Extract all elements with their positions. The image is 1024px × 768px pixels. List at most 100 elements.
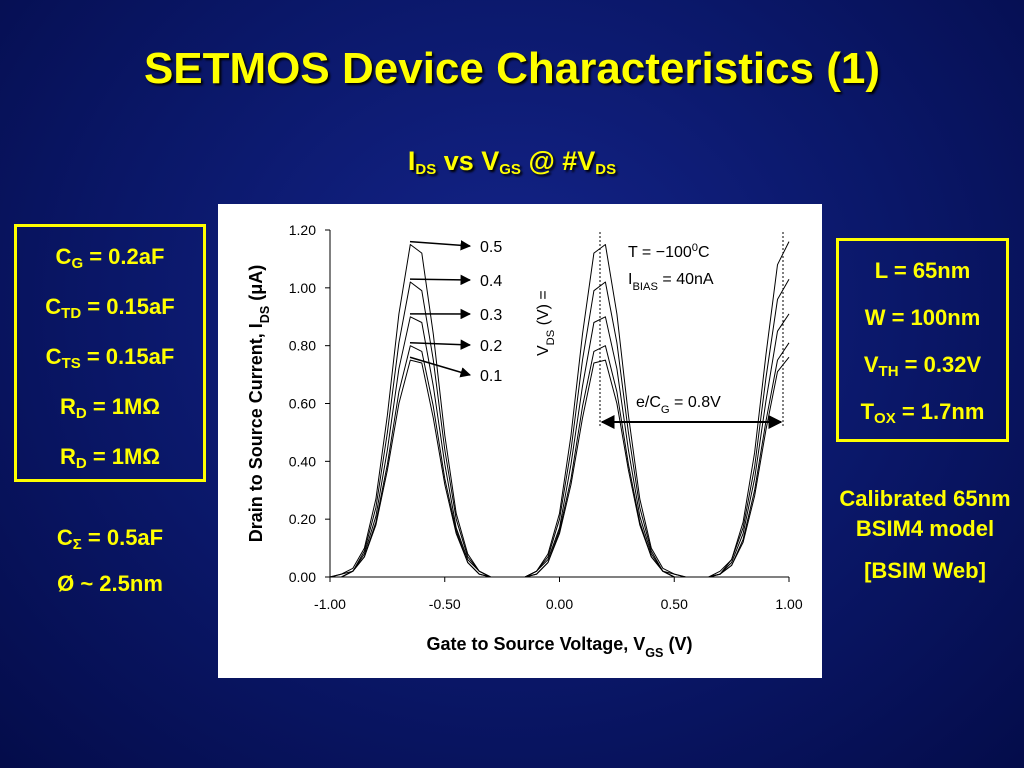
subscript: G xyxy=(661,404,670,416)
x-tick-label: 0.00 xyxy=(546,596,573,612)
label-arrow xyxy=(409,274,472,286)
text-part: C xyxy=(45,344,62,369)
text-part: = 1.7nm xyxy=(895,399,985,424)
subscript: TD xyxy=(61,305,82,322)
param: TOX = 1.7nm xyxy=(839,392,1006,439)
text-part: L = 65nm xyxy=(874,258,971,283)
text-part: Ø ~ 2.5nm xyxy=(57,571,163,596)
text-part: V xyxy=(863,352,879,377)
param: Ø ~ 2.5nm xyxy=(14,564,206,610)
subscript: G xyxy=(71,255,84,272)
x-tick-label: 1.00 xyxy=(775,596,802,612)
subscript: 0 xyxy=(692,242,698,254)
param: RD = 1MΩ xyxy=(17,385,203,435)
text-part: (μA) xyxy=(246,265,266,306)
y-tick-label: 0.60 xyxy=(289,396,316,412)
chart: 0.000.200.400.600.801.001.20-1.00 -0.50 0.… xyxy=(218,204,822,678)
param: RD = 1MΩ xyxy=(17,435,203,485)
text-part: C xyxy=(56,525,73,550)
text-part: I xyxy=(628,271,632,288)
subscript: Σ xyxy=(72,536,82,553)
y-tick-label: 1.20 xyxy=(289,222,316,238)
text-part: (V) xyxy=(663,634,692,654)
series-label: 0.3 xyxy=(480,307,502,324)
x-tick-label: -0.50 xyxy=(429,596,461,612)
text-part: V xyxy=(535,345,552,356)
y-tick-label: 0.40 xyxy=(289,453,316,469)
text-part: R xyxy=(59,444,76,469)
text-part: T = −100 xyxy=(628,244,692,261)
subscript: BIAS xyxy=(632,281,658,293)
subscript: DS xyxy=(595,161,617,178)
x-axis-title: Gate to Source Voltage, VGS (V) xyxy=(427,634,693,660)
y-tick-label: 0.20 xyxy=(289,511,316,527)
series-line xyxy=(330,342,790,578)
param: CG = 0.2aF xyxy=(17,235,203,285)
param: VTH = 0.32V xyxy=(839,345,1006,392)
param: CTS = 0.15aF xyxy=(17,335,203,385)
series-label: 0.4 xyxy=(480,273,502,290)
series-label: 0.1 xyxy=(480,368,502,385)
subscript: D xyxy=(75,405,87,422)
param: CTD = 0.15aF xyxy=(17,285,203,335)
note: Calibrated 65nm BSIM4 model xyxy=(839,486,1011,541)
text-part: = 0.2aF xyxy=(83,244,165,269)
slide-title: SETMOS Device Characteristics (1) xyxy=(143,44,881,93)
text-part: vs V xyxy=(436,146,500,176)
text-part: C xyxy=(698,244,710,261)
text-part: I xyxy=(407,146,416,176)
param: W = 100nm xyxy=(839,298,1006,345)
annotation: e/CG = 0.8V xyxy=(636,394,721,416)
text-part: C xyxy=(55,244,72,269)
label-arrow xyxy=(409,339,472,350)
note: [BSIM Web] xyxy=(864,558,986,583)
text-part: T xyxy=(860,399,875,424)
subscript: GS xyxy=(645,646,663,660)
text-part: = 1MΩ xyxy=(86,394,160,419)
param: L = 65nm xyxy=(839,251,1006,298)
subscript: DS xyxy=(415,161,437,178)
y-tick-label: 0.00 xyxy=(289,569,316,585)
annotation: VDS (V) = xyxy=(535,290,557,356)
text-part: = 0.15aF xyxy=(80,344,175,369)
subscript: DS xyxy=(545,330,557,346)
x-tick-label: 0.50 xyxy=(661,596,688,612)
text-part: = 0.32V xyxy=(898,352,982,377)
subscript: D xyxy=(75,455,87,472)
text-part: = 40nA xyxy=(658,271,714,288)
text-part: Gate to Source Voltage, V xyxy=(427,634,646,654)
subscript: GS xyxy=(499,161,521,178)
subscript: TS xyxy=(61,355,81,372)
y-tick-label: 1.00 xyxy=(289,280,316,296)
y-tick-label: 0.80 xyxy=(289,338,316,354)
label-arrow xyxy=(409,240,472,251)
model-notes: Calibrated 65nm BSIM4 model [BSIM Web] xyxy=(832,484,1018,598)
text-part: = 0.8V xyxy=(670,394,721,411)
text-part: Drain to Source Current, I xyxy=(246,323,266,542)
text-part: (V) = xyxy=(535,290,552,330)
chart-subtitle: IDS vs VGS @ #VDS xyxy=(0,146,1024,178)
text-part: = 0.5aF xyxy=(81,525,164,550)
param-list: CΣ = 0.5aF Ø ~ 2.5nm xyxy=(14,518,206,610)
param-box: L = 65nm W = 100nm VTH = 0.32V TOX = 1.7nm xyxy=(836,238,1009,442)
subscript: TH xyxy=(878,363,899,380)
series-line xyxy=(330,313,790,578)
text-part: R xyxy=(59,394,76,419)
param-box: CG = 0.2aF CTD = 0.15aF CTS = 0.15aF RD = 1… xyxy=(14,224,206,482)
y-axis-title: Drain to Source Current, IDS (μA) xyxy=(246,265,272,543)
text-part: C xyxy=(45,294,62,319)
text-part: W = 100nm xyxy=(864,305,981,330)
text-part: = 1MΩ xyxy=(86,444,160,469)
text-part: = 0.15aF xyxy=(81,294,175,319)
x-tick-label: -1.00 xyxy=(314,596,346,612)
text-part: @ #V xyxy=(520,146,596,176)
annotation: IBIAS = 40nA xyxy=(628,271,714,293)
series-label: 0.5 xyxy=(480,239,502,256)
series-line xyxy=(329,241,790,578)
subscript: OX xyxy=(874,410,896,427)
label-arrow xyxy=(409,356,472,378)
subscript: DS xyxy=(258,306,272,324)
series-label: 0.2 xyxy=(480,338,502,355)
annotation: T = −1000C xyxy=(628,242,710,261)
